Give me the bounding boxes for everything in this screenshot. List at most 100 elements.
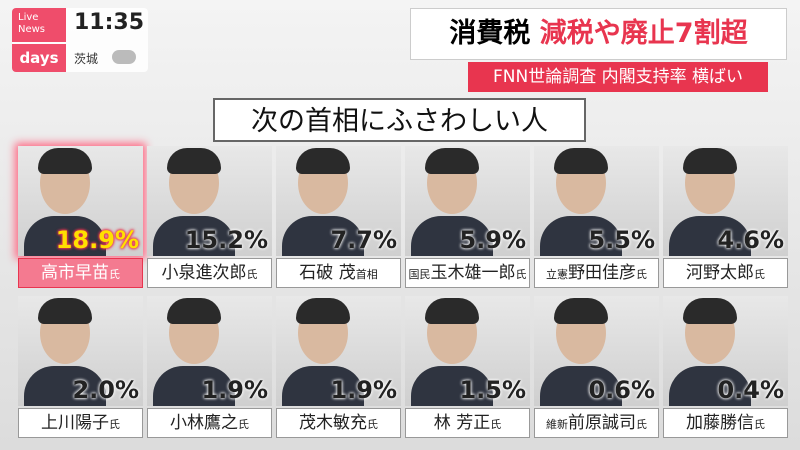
candidate-name: 高市早苗氏 xyxy=(18,258,143,288)
silhouette-body xyxy=(282,366,364,406)
candidate-card: 1.9% 小林鷹之氏 xyxy=(147,296,272,438)
silhouette-body xyxy=(540,216,622,256)
candidate-name: 小林鷹之氏 xyxy=(147,408,272,438)
name: 茂木敏充 xyxy=(299,413,367,433)
name: 小林鷹之 xyxy=(170,413,238,433)
candidate-card: 1.5% 林 芳正氏 xyxy=(405,296,530,438)
panel-title: 次の首相にふさわしい人 xyxy=(213,98,586,142)
clock: 11:35 xyxy=(74,10,145,35)
silhouette-body xyxy=(153,216,235,256)
support-percent: 7.7% xyxy=(330,226,397,254)
silhouette-hair xyxy=(425,148,479,174)
candidate-card: 1.9% 茂木敏充氏 xyxy=(276,296,401,438)
support-percent: 0.6% xyxy=(588,376,655,404)
candidate-name: 小泉進次郎氏 xyxy=(147,258,272,288)
title-suffix: 氏 xyxy=(754,418,765,431)
headline-topic: 消費税 xyxy=(449,18,531,49)
silhouette-body xyxy=(669,366,751,406)
silhouette-body xyxy=(669,216,751,256)
party-prefix: 立憲 xyxy=(546,268,568,281)
title-suffix: 氏 xyxy=(636,268,647,281)
party-prefix: 維新 xyxy=(546,418,568,431)
support-percent: 1.5% xyxy=(459,376,526,404)
name: 玉木雄一郎 xyxy=(430,263,516,283)
title-suffix: 氏 xyxy=(515,268,527,281)
title-suffix: 氏 xyxy=(246,268,258,281)
support-percent: 15.2% xyxy=(184,226,268,254)
silhouette-hair xyxy=(554,298,608,324)
candidate-name: 上川陽子氏 xyxy=(18,408,143,438)
silhouette-hair xyxy=(296,148,350,174)
candidate-photo: 4.6% xyxy=(663,146,788,256)
title-suffix: 氏 xyxy=(238,418,249,431)
support-percent: 1.9% xyxy=(330,376,397,404)
name: 河野太郎 xyxy=(686,263,754,283)
silhouette-hair xyxy=(425,298,479,324)
title-suffix: 氏 xyxy=(636,418,647,431)
title-suffix: 氏 xyxy=(367,418,378,431)
silhouette-hair xyxy=(167,148,221,174)
candidate-name: 河野太郎氏 xyxy=(663,258,788,288)
candidate-card: 15.2% 小泉進次郎氏 xyxy=(147,146,272,288)
candidate-photo: 1.9% xyxy=(276,296,401,406)
silhouette-hair xyxy=(683,148,737,174)
name: 前原誠司 xyxy=(568,413,636,433)
candidate-photo: 1.5% xyxy=(405,296,530,406)
subheadline: FNN世論調査 内閣支持率 横ばい xyxy=(468,62,768,92)
name: 高市早苗 xyxy=(41,263,109,283)
headline-highlight: 減税や廃止7割超 xyxy=(539,18,748,49)
candidate-card: 2.0% 上川陽子氏 xyxy=(18,296,143,438)
logo-text: Live xyxy=(18,12,39,23)
candidate-photo: 15.2% xyxy=(147,146,272,256)
silhouette-body xyxy=(24,216,106,256)
support-percent: 2.0% xyxy=(72,376,139,404)
headline: 消費税 減税や廃止7割超 xyxy=(410,8,787,60)
silhouette-body xyxy=(411,216,493,256)
logo-text: News xyxy=(18,24,46,35)
support-percent: 1.9% xyxy=(201,376,268,404)
name: 加藤勝信 xyxy=(686,413,754,433)
candidate-card: 18.9% 高市早苗氏 xyxy=(18,146,143,288)
logo: Live News 11:35 days 茨城 xyxy=(12,8,148,72)
support-percent: 5.9% xyxy=(459,226,526,254)
candidate-card: 0.6% 維新前原誠司氏 xyxy=(534,296,659,438)
name: 石破 茂 xyxy=(299,263,356,283)
candidate-name: 加藤勝信氏 xyxy=(663,408,788,438)
name: 上川陽子 xyxy=(41,413,109,433)
silhouette-hair xyxy=(38,298,92,324)
name: 小泉進次郎 xyxy=(161,263,247,283)
candidate-photo: 5.5% xyxy=(534,146,659,256)
silhouette-hair xyxy=(38,148,92,174)
party-prefix: 国民 xyxy=(408,268,431,281)
silhouette-hair xyxy=(683,298,737,324)
silhouette-hair xyxy=(296,298,350,324)
candidate-photo: 0.6% xyxy=(534,296,659,406)
title-suffix: 氏 xyxy=(109,418,120,431)
title-suffix: 首相 xyxy=(355,268,378,281)
candidate-photo: 7.7% xyxy=(276,146,401,256)
support-percent: 0.4% xyxy=(717,376,784,404)
candidate-name: 国民玉木雄一郎氏 xyxy=(405,258,530,288)
title-suffix: 氏 xyxy=(490,418,502,431)
title-suffix: 氏 xyxy=(754,268,765,281)
support-percent: 5.5% xyxy=(588,226,655,254)
candidate-card: 0.4% 加藤勝信氏 xyxy=(663,296,788,438)
support-percent: 4.6% xyxy=(717,226,784,254)
candidate-photo: 1.9% xyxy=(147,296,272,406)
silhouette-body xyxy=(153,366,235,406)
candidate-photo: 5.9% xyxy=(405,146,530,256)
name: 野田佳彦 xyxy=(568,263,636,283)
weather-icon xyxy=(112,50,136,64)
candidate-card: 5.5% 立憲野田佳彦氏 xyxy=(534,146,659,288)
silhouette-body xyxy=(540,366,622,406)
candidate-card: 5.9% 国民玉木雄一郎氏 xyxy=(405,146,530,288)
logo-mark: Live News xyxy=(12,8,66,42)
candidate-name: 茂木敏充氏 xyxy=(276,408,401,438)
candidate-photo: 0.4% xyxy=(663,296,788,406)
silhouette-hair xyxy=(554,148,608,174)
candidate-card: 7.7% 石破 茂首相 xyxy=(276,146,401,288)
candidate-name: 林 芳正氏 xyxy=(405,408,530,438)
silhouette-body xyxy=(24,366,106,406)
candidate-card: 4.6% 河野太郎氏 xyxy=(663,146,788,288)
candidate-name: 維新前原誠司氏 xyxy=(534,408,659,438)
